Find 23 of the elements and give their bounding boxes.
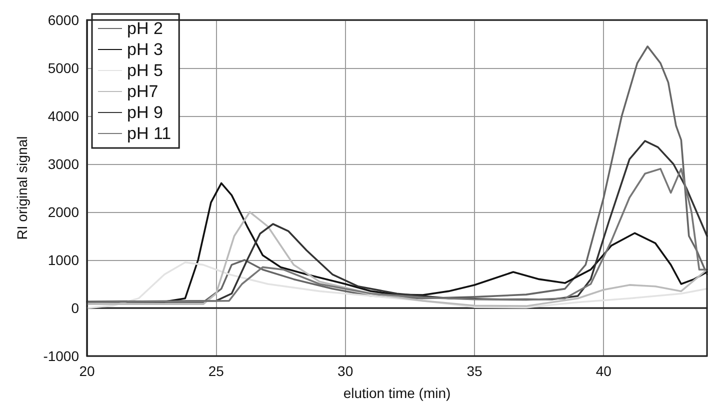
legend-label: pH 2 [127, 19, 163, 38]
x-tick-label: 30 [338, 363, 354, 379]
y-tick-label: -1000 [43, 348, 80, 364]
y-tick-label: 4000 [48, 108, 80, 124]
y-tick-label: 0 [71, 300, 80, 316]
y-tick-label: 1000 [48, 252, 80, 268]
legend-label: pH 3 [127, 40, 163, 59]
x-tick-label: 40 [596, 363, 612, 379]
y-tick-label: 5000 [48, 60, 80, 76]
legend-label: pH 9 [127, 103, 163, 122]
legend-label: pH7 [127, 82, 158, 101]
legend-label: pH 5 [127, 61, 163, 80]
y-tick-label: 3000 [48, 156, 80, 172]
x-axis-title: elution time (min) [343, 385, 451, 401]
line-series [86, 211, 708, 307]
y-tick-label: 6000 [48, 12, 80, 28]
x-tick-label: 20 [79, 363, 95, 379]
y-tick-label: 2000 [48, 204, 80, 220]
legend-label: pH 11 [127, 124, 172, 143]
x-tick-label: 25 [208, 363, 224, 379]
y-axis-title: RI original signal [14, 136, 30, 240]
line-series [86, 262, 708, 309]
x-tick-label: 35 [466, 363, 482, 379]
